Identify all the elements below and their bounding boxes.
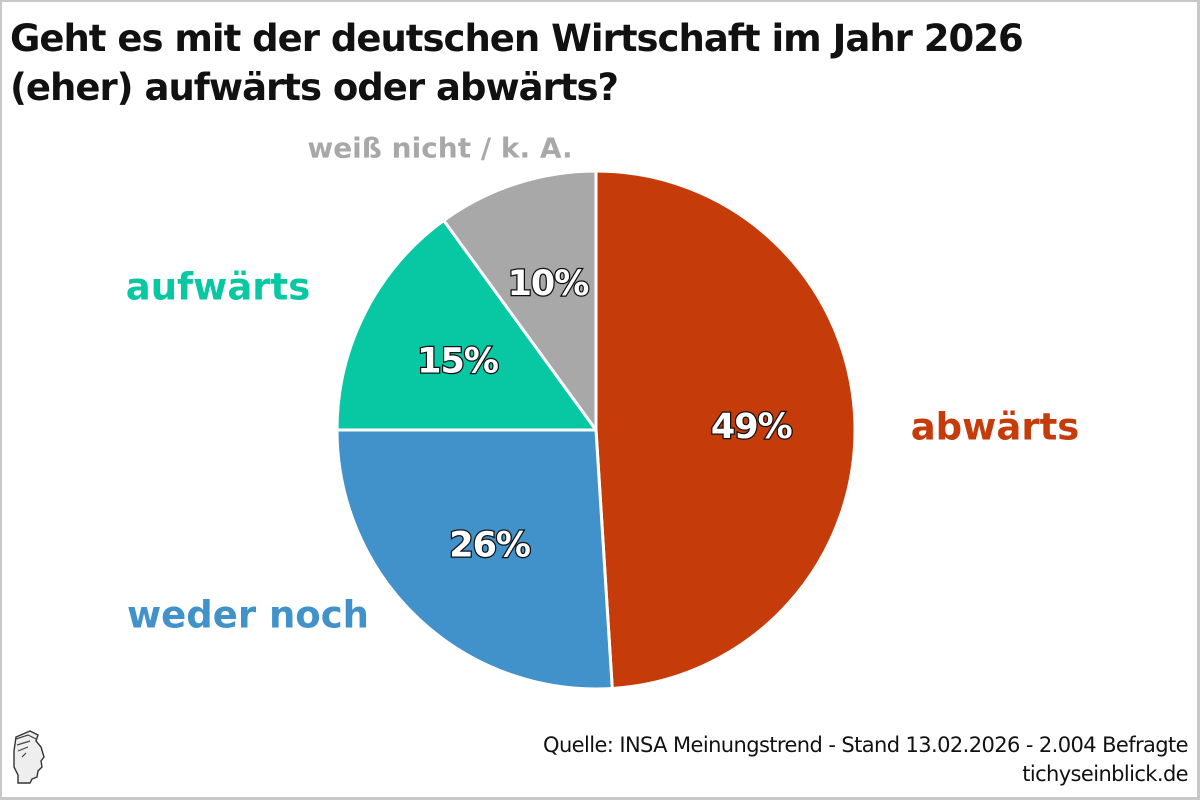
pie-slice-1 xyxy=(335,428,614,691)
hermes-head-logo-icon xyxy=(13,730,45,784)
title-line-2: (eher) aufwärts oder abwärts? xyxy=(10,66,619,109)
category-label-2: aufwärts xyxy=(125,265,311,309)
title-line-1: Geht es mit der deutschen Wirtschaft im … xyxy=(10,17,1024,60)
value-label-2: 15% xyxy=(417,341,498,381)
source-note: Quelle: INSA Meinungstrend - Stand 13.02… xyxy=(543,731,1189,789)
pie-slice-3 xyxy=(442,169,598,432)
category-label-0: abwärts xyxy=(910,405,1080,449)
category-label-3: weiß nicht / k. A. xyxy=(307,131,573,165)
value-label-0: 49% xyxy=(711,407,792,447)
value-label-1: 26% xyxy=(449,525,530,565)
source-text: Quelle: INSA Meinungstrend - Stand 13.02… xyxy=(543,733,1189,757)
pie-slice-0 xyxy=(594,169,857,690)
category-label-1: weder noch xyxy=(126,593,370,637)
site-name: tichyseinblick.de xyxy=(1022,762,1188,786)
pie-slice-2 xyxy=(335,218,598,432)
chart-title: Geht es mit der deutschen Wirtschaft im … xyxy=(10,14,1024,112)
value-label-3: 10% xyxy=(508,264,589,304)
